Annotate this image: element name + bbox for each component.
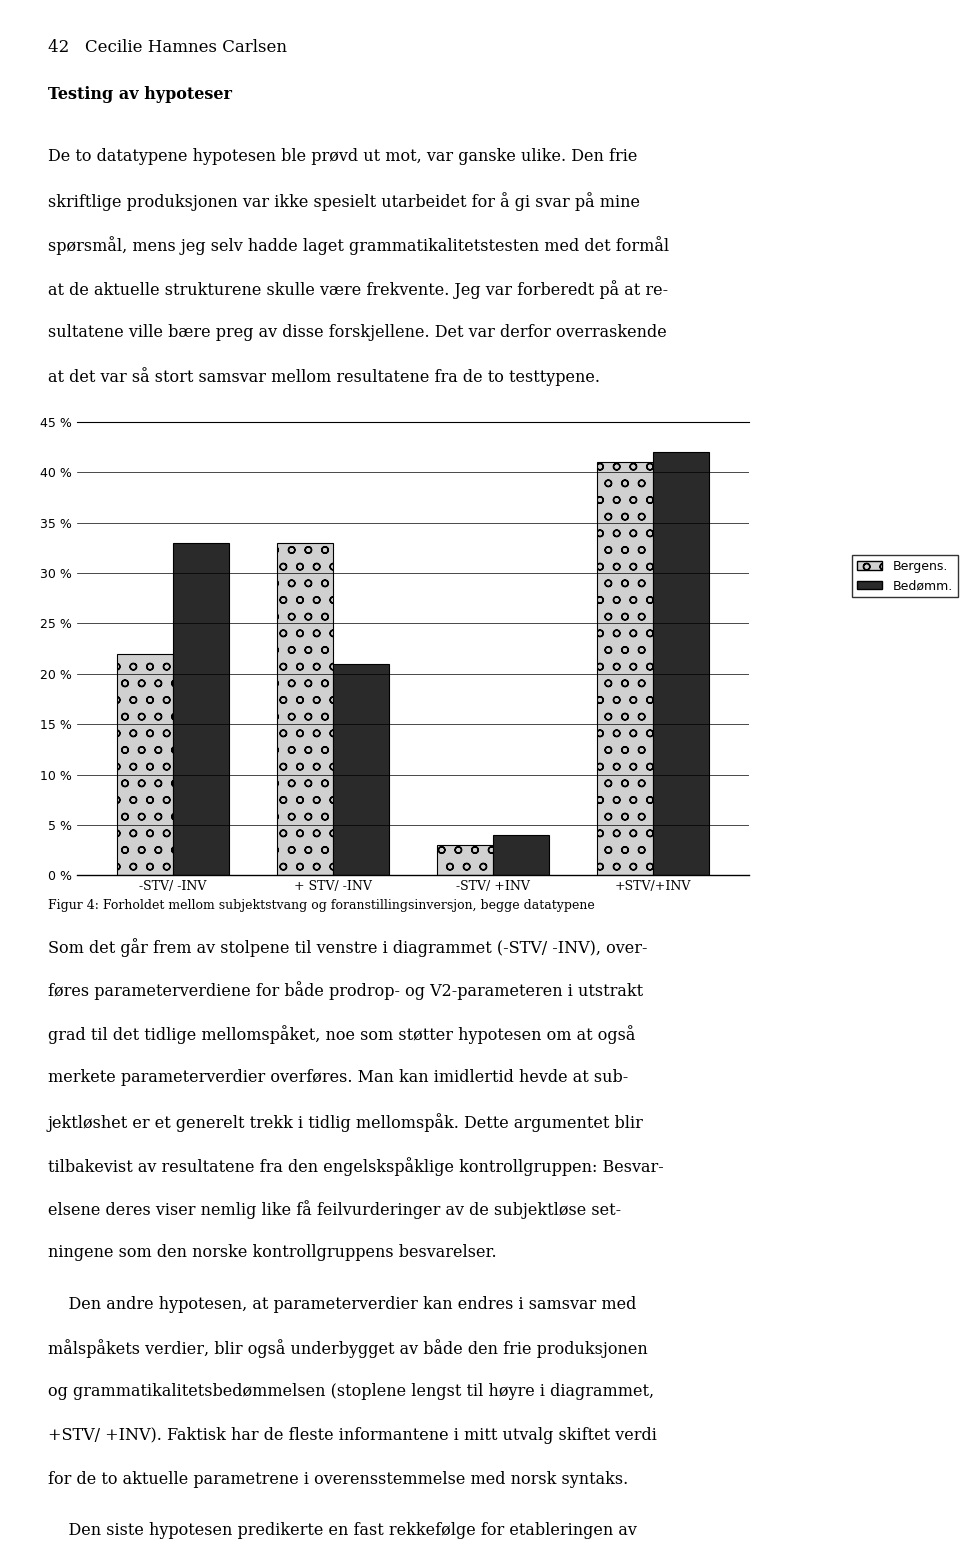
Text: Den siste hypotesen predikerte en fast rekkefølge for etableringen av: Den siste hypotesen predikerte en fast r…: [48, 1522, 636, 1540]
Text: Den andre hypotesen, ⁠at parameterverdier kan endres i samsvar med: Den andre hypotesen, ⁠at parameterverdie…: [48, 1296, 636, 1313]
Text: ⁠målspåkets verdier⁠, blir også underbygget av både den frie produksjonen: ⁠målspåkets verdier⁠, blir også underbyg…: [48, 1339, 648, 1358]
Text: og grammatikalitetsbedømmelsen (stoplene lengst til høyre i diagrammet,: og grammatikalitetsbedømmelsen (stoplene…: [48, 1383, 654, 1400]
Text: ningene som den norske kontrollgruppens besvarelser.: ningene som den norske kontrollgruppens …: [48, 1244, 496, 1261]
Bar: [437, 846, 492, 875]
Text: 42   Cecilie Hamnes Carlsen: 42 Cecilie Hamnes Carlsen: [48, 39, 287, 56]
Text: tilbakevist av resultatene fra den engelskspåklige kontrollgruppen: Besvar-: tilbakevist av resultatene fra den engel…: [48, 1157, 663, 1175]
Text: De to datatypene hypotesen ble prøvd ut mot, var ganske ulike. Den frie: De to datatypene hypotesen ble prøvd ut …: [48, 148, 637, 166]
Bar: [117, 653, 173, 875]
Bar: [597, 463, 653, 875]
Text: for de to aktuelle parametrene i overensstemmelse med norsk syntaks.: for de to aktuelle parametrene i overens…: [48, 1471, 628, 1488]
Bar: [173, 542, 228, 875]
Text: Testing av hypoteser: Testing av hypoteser: [48, 86, 232, 103]
Bar: [276, 542, 333, 875]
Text: at de aktuelle strukturene skulle være frekvente. Jeg var forberedt på at re-: at de aktuelle strukturene skulle være f…: [48, 280, 668, 299]
Text: jektløshet er et generelt trekk i tidlig mellomspåk. Dette argumentet blir: jektløshet er et generelt trekk i tidlig…: [48, 1113, 644, 1132]
Legend: Bergens., Bedømm.: Bergens., Bedømm.: [852, 555, 957, 597]
Text: at det var så stort samsvar mellom resultatene fra de to testtypene.: at det var så stort samsvar mellom resul…: [48, 367, 600, 386]
Bar: [653, 452, 708, 875]
Text: spørsmål, mens jeg selv hadde laget grammatikalitetstesten med det formål: spørsmål, mens jeg selv hadde laget gram…: [48, 236, 669, 255]
Text: Figur 4: Forholdet mellom subjektstvang og foranstillingsinversjon, begge dataty: Figur 4: Forholdet mellom subjektstvang …: [48, 899, 595, 911]
Text: skriftlige produksjonen var ikke spesielt utarbeidet for å gi svar på mine: skriftlige produksjonen var ikke spesiel…: [48, 192, 640, 211]
Bar: [492, 835, 549, 875]
Text: Som det går frem av stolpene til venstre i diagrammet (-STV/ -INV), over-: Som det går frem av stolpene til venstre…: [48, 938, 647, 957]
Text: føres parameterverdiene for både prodrop- og V2-parameteren i utstrakt: føres parameterverdiene for både prodrop…: [48, 982, 643, 1000]
Bar: [333, 664, 389, 875]
Text: grad til det tidlige mellomspåket, noe som støtter hypotesen om at ⁠også: grad til det tidlige mellomspåket, noe s…: [48, 1025, 636, 1044]
Text: +STV/ +INV). Faktisk har de fleste informantene i mitt utvalg skiftet verdi: +STV/ +INV). Faktisk har de fleste infor…: [48, 1427, 657, 1444]
Text: ⁠merkete parameterverdier overføres⁠. Man kan imidlertid hevde at sub-: ⁠merkete parameterverdier overføres⁠. Ma…: [48, 1069, 628, 1086]
Text: elsene deres viser nemlig like få feilvurderinger av de subjektløse set-: elsene deres viser nemlig like få feilvu…: [48, 1200, 621, 1219]
Text: sultatene ville bære preg av disse forskjellene. Det var derfor overraskende: sultatene ville bære preg av disse forsk…: [48, 324, 667, 341]
